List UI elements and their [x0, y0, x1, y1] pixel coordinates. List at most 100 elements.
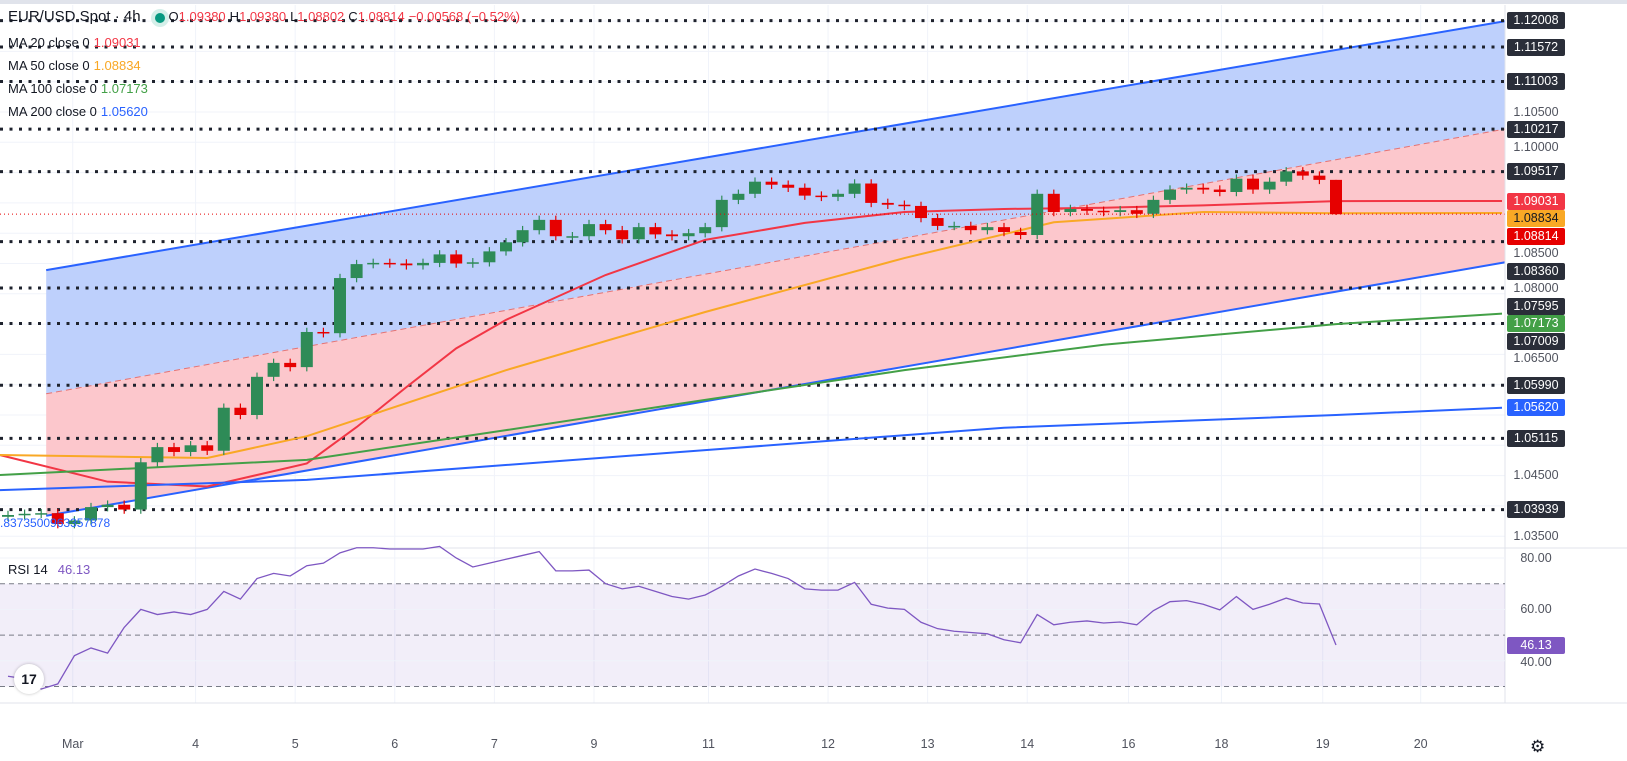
close-value: 1.08814 — [357, 9, 405, 24]
candle-body — [1213, 189, 1226, 192]
rsi-tick-label: 80.00 — [1520, 550, 1552, 565]
candle-body — [915, 205, 927, 219]
moving-average-line — [0, 406, 1503, 492]
moving-average-line — [0, 210, 1503, 460]
candle-body — [715, 199, 728, 228]
last-price-badge: 1.08814 — [1507, 227, 1565, 245]
level-badge: 1.08360 — [1507, 262, 1565, 280]
tradingview-logo[interactable]: 17 — [14, 664, 44, 694]
rsi-tick-label: 40.00 — [1520, 655, 1552, 670]
open-label: O — [168, 9, 179, 24]
candle-body — [334, 278, 346, 334]
rsi-legend[interactable]: RSI 14 46.13 — [8, 562, 94, 577]
symbol-legend: EUR/USD Spot · 4h O1.09380 H1.09380 L1.0880… — [8, 8, 524, 25]
price-tick-label: 1.04500 — [1513, 468, 1559, 483]
time-tick-label: 9 — [590, 737, 598, 751]
ma20-legend[interactable]: MA 20 close 0 1.09031 — [8, 35, 145, 50]
candle-body — [815, 195, 828, 198]
candle-body — [931, 218, 944, 226]
time-tick-label: 19 — [1315, 737, 1330, 751]
gear-icon[interactable]: ⚙ — [1530, 737, 1546, 756]
candle-body — [85, 507, 97, 521]
symbol-title[interactable]: EUR/USD Spot · 4h — [8, 8, 141, 25]
time-tick-label: 18 — [1214, 737, 1229, 751]
time-tick-label: Mar — [61, 737, 84, 751]
ma100-legend[interactable]: MA 100 close 0 1.07173 — [8, 81, 152, 96]
time-tick-label: 20 — [1413, 737, 1428, 751]
level-badge: 1.05990 — [1507, 376, 1565, 394]
candle-body — [267, 362, 280, 377]
candle-body — [583, 224, 595, 237]
candle-body — [1081, 208, 1093, 211]
candle-body — [118, 504, 131, 510]
channel-upper-line — [46, 20, 1506, 272]
candle-body — [848, 183, 861, 194]
ma-value-badge: 1.05620 — [1507, 399, 1565, 417]
level-badge: 1.10217 — [1507, 121, 1565, 138]
candle-body — [168, 447, 180, 452]
ma100-label: MA 100 close 0 — [8, 81, 97, 96]
time-tick-label: 12 — [821, 737, 835, 751]
time-tick-label: 13 — [920, 737, 935, 751]
top-border — [0, 0, 1627, 4]
level-badge: 1.03939 — [1507, 501, 1565, 519]
time-tick-label: 5 — [291, 737, 299, 751]
rsi-line — [7, 545, 1337, 690]
ma20-label: MA 20 close 0 — [8, 35, 90, 50]
time-tick-label: 7 — [490, 737, 498, 751]
candle-body — [898, 204, 911, 207]
candle-body — [1097, 210, 1110, 213]
candle-body — [981, 227, 994, 231]
time-tick-label: 4 — [192, 737, 200, 751]
candle-body — [649, 227, 662, 235]
channel-upper-fill — [46, 21, 1506, 394]
candle-body — [1197, 187, 1210, 190]
candle-body — [599, 224, 612, 231]
candle-body — [151, 447, 164, 463]
candle-body — [732, 193, 745, 200]
price-tick-label: 1.08000 — [1513, 281, 1559, 296]
high-value: 1.09380 — [239, 9, 287, 24]
candle-body — [1247, 178, 1259, 190]
candle-body — [2, 514, 14, 517]
candle-body — [832, 193, 844, 197]
price-tick-label: 1.10000 — [1513, 139, 1559, 154]
low-label: L — [290, 9, 298, 24]
ma100-value: 1.07173 — [100, 81, 148, 96]
level-badge: 1.05115 — [1507, 429, 1565, 447]
candle-body — [682, 233, 695, 237]
candle-body — [234, 407, 247, 415]
candle-body — [1230, 178, 1243, 192]
ma50-label: MA 50 close 0 — [8, 58, 90, 73]
candle-body — [1064, 208, 1077, 212]
candle-body — [300, 331, 313, 368]
time-tick-label: 6 — [391, 737, 399, 751]
level-badge: 1.07595 — [1507, 297, 1565, 315]
candle-body — [317, 331, 330, 334]
candle-body — [1263, 181, 1276, 190]
candle-body — [998, 227, 1010, 232]
candle-body — [1180, 187, 1193, 190]
ma50-legend[interactable]: MA 50 close 0 1.08834 — [8, 58, 145, 73]
candle-body — [18, 513, 31, 516]
rsi-value: 46.13 — [57, 562, 91, 577]
candle-body — [201, 445, 214, 451]
candle-body — [417, 262, 429, 266]
candle-body — [35, 513, 48, 515]
rsi-tick-label: 60.00 — [1520, 601, 1552, 616]
candle-body — [184, 445, 197, 452]
ma20-value: 1.09031 — [93, 35, 141, 50]
candle-body — [782, 184, 795, 188]
candle-body — [865, 183, 878, 203]
rsi-label: RSI 14 — [8, 562, 48, 577]
level-badge: 1.09517 — [1507, 163, 1565, 181]
close-label: C — [348, 9, 358, 24]
candle-body — [964, 225, 977, 231]
candle-body — [533, 219, 546, 231]
candle-body — [1330, 179, 1342, 215]
change-value: −0.00568 (−0.52%) — [408, 9, 520, 24]
channel-lower-fill — [46, 128, 1506, 516]
candle-body — [948, 225, 961, 228]
ma200-legend[interactable]: MA 200 close 0 1.05620 — [8, 104, 152, 119]
